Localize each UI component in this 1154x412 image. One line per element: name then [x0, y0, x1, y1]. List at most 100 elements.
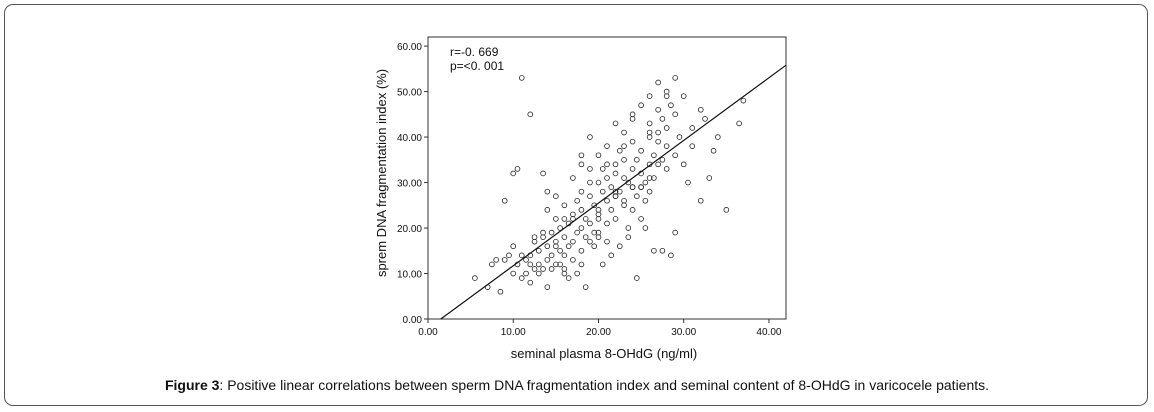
data-point	[676, 134, 683, 140]
data-point	[621, 197, 627, 204]
data-point	[518, 75, 525, 81]
data-point	[578, 161, 585, 168]
data-point	[548, 266, 555, 272]
data-point	[604, 143, 610, 149]
y-tick-label: 40.00	[397, 133, 422, 144]
data-point	[553, 261, 559, 268]
x-tick-label: 0.00	[418, 327, 438, 338]
y-tick-label: 30.00	[397, 179, 422, 190]
data-point	[672, 75, 678, 81]
data-point	[501, 257, 508, 263]
data-point	[621, 157, 627, 163]
data-point	[587, 220, 593, 227]
data-point	[689, 143, 696, 149]
data-point	[574, 197, 580, 204]
data-point	[536, 270, 542, 277]
data-point	[672, 229, 678, 236]
data-point	[659, 116, 666, 122]
data-point	[595, 216, 602, 222]
data-point	[578, 225, 585, 231]
data-point	[642, 225, 649, 231]
caption-label: Figure 3	[164, 377, 220, 393]
regression-line	[440, 64, 787, 320]
data-point	[629, 184, 636, 190]
data-point	[651, 175, 657, 181]
data-point	[565, 243, 572, 250]
data-point	[591, 243, 598, 250]
data-point	[561, 216, 568, 222]
data-point	[668, 252, 674, 259]
data-point	[655, 161, 661, 168]
data-point	[599, 166, 606, 172]
plot-area	[427, 36, 787, 320]
data-point	[510, 243, 517, 250]
x-axis-label: seminal plasma 8-OHdG (ng/ml)	[511, 346, 697, 361]
data-point	[544, 207, 551, 213]
y-tick-label: 20.00	[397, 224, 422, 235]
data-point	[595, 234, 602, 240]
data-point	[659, 157, 666, 163]
data-point	[604, 238, 610, 245]
data-point	[536, 261, 542, 268]
figure-caption: Figure 3: Positive linear correlations b…	[0, 377, 1154, 393]
data-point	[646, 120, 653, 127]
data-point	[638, 216, 644, 222]
data-point	[587, 193, 593, 199]
data-point	[629, 207, 636, 213]
data-point	[689, 125, 696, 131]
data-point	[527, 111, 534, 118]
data-point	[523, 257, 529, 263]
x-tick-label: 40.00	[756, 327, 781, 338]
data-point	[570, 211, 576, 218]
data-point	[489, 261, 495, 268]
data-point	[646, 134, 653, 140]
data-point	[612, 120, 619, 127]
data-point	[531, 266, 538, 272]
data-point	[561, 234, 568, 240]
data-point	[595, 179, 602, 186]
data-point	[570, 257, 576, 263]
data-point	[604, 220, 610, 227]
data-point	[616, 147, 623, 154]
data-point	[629, 116, 636, 122]
data-point	[548, 229, 555, 236]
data-point	[574, 270, 580, 277]
data-point	[629, 138, 636, 145]
data-point	[531, 238, 538, 245]
data-point	[642, 179, 649, 186]
x-tick-label: 20.00	[586, 327, 611, 338]
data-point	[561, 252, 568, 259]
data-point	[612, 161, 619, 168]
data-point	[553, 216, 559, 222]
data-point	[651, 152, 657, 159]
data-point	[599, 261, 606, 268]
data-point	[578, 207, 585, 213]
data-point	[612, 216, 619, 222]
data-point	[663, 125, 670, 131]
data-point	[706, 175, 713, 181]
data-point	[655, 129, 661, 136]
data-point	[663, 143, 670, 149]
data-point	[540, 229, 546, 236]
data-point	[655, 79, 661, 86]
data-point	[663, 93, 670, 99]
y-axis-label: sprem DNA fragmentation index (%)	[374, 69, 389, 277]
data-point	[578, 261, 585, 268]
data-point	[634, 157, 640, 163]
data-point	[506, 252, 512, 259]
data-point	[518, 252, 525, 259]
data-point	[582, 284, 589, 290]
data-point	[587, 134, 593, 140]
data-point	[587, 166, 593, 172]
data-point	[570, 238, 576, 245]
x-tick-label: 30.00	[671, 327, 696, 338]
data-point	[510, 270, 517, 277]
data-point	[472, 275, 478, 281]
data-point	[608, 252, 615, 259]
data-point	[544, 284, 551, 290]
data-point	[625, 234, 632, 240]
data-point	[561, 202, 568, 209]
y-tick-label: 60.00	[397, 42, 422, 53]
data-point	[531, 234, 538, 240]
data-point	[540, 170, 546, 177]
